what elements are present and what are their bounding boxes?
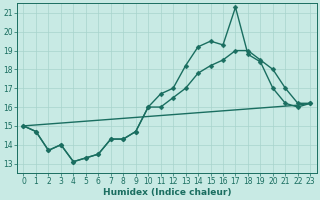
X-axis label: Humidex (Indice chaleur): Humidex (Indice chaleur): [103, 188, 231, 197]
